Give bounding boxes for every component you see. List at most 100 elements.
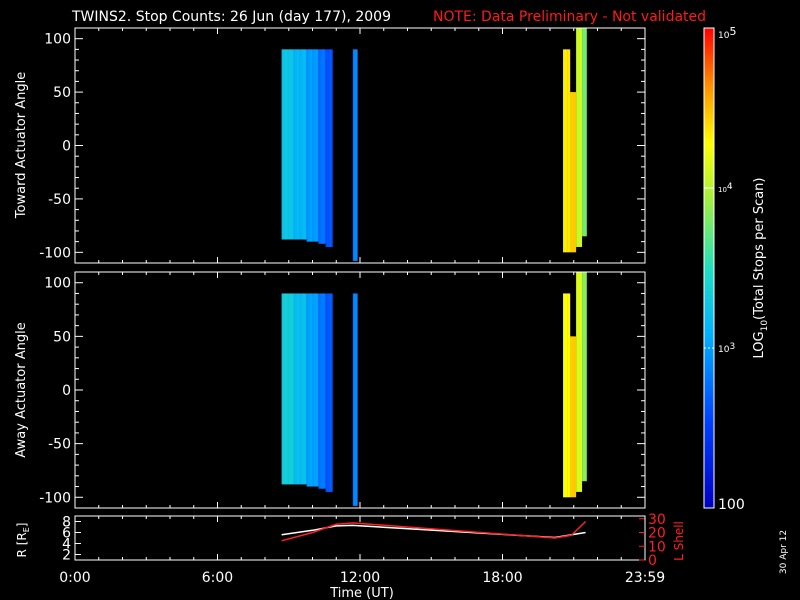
away-heat-stripe xyxy=(297,293,299,485)
toward-heat-stripe xyxy=(329,49,331,247)
date-stamp: 30 Apr 12 xyxy=(779,530,789,574)
away-heat-stripe xyxy=(295,293,297,485)
toward-heat-stripe xyxy=(320,49,322,244)
toward-heat-stripe xyxy=(354,49,356,261)
away-heat-stripe xyxy=(576,272,578,492)
toward-heat-stripe xyxy=(295,49,297,240)
away-heat-cell xyxy=(281,293,294,485)
toward-heat-stripe xyxy=(293,49,295,240)
toward-heat-stripe xyxy=(289,49,291,240)
toward-heat-cell xyxy=(325,49,333,247)
away-heat-stripe xyxy=(281,293,283,485)
orbit-left-ytick-label: 8 xyxy=(62,515,71,531)
away-heat-stripe xyxy=(308,293,310,487)
away-heat-stripe xyxy=(289,293,291,485)
toward-heat-stripe xyxy=(303,49,305,240)
away-heat-cell xyxy=(318,293,326,489)
away-heat-stripe xyxy=(354,293,356,506)
toward-heat-stripe xyxy=(285,49,287,240)
toward-heat-stripe xyxy=(308,49,310,242)
toward-ylabel: Toward Actuator Angle xyxy=(14,72,29,219)
toward-heat-stripe xyxy=(565,49,567,253)
away-heat-stripe xyxy=(318,293,320,489)
away-heat-stripe xyxy=(325,293,327,492)
toward-heat-cell xyxy=(306,49,319,242)
away-heat-stripe xyxy=(582,272,584,482)
toward-heat-stripe xyxy=(584,28,586,237)
away-ytick-label: -50 xyxy=(48,437,71,453)
away-heat-stripe xyxy=(320,293,322,489)
toward-heat-cell xyxy=(563,49,571,253)
colorbar-tick-low-base: 10 xyxy=(718,345,730,355)
toward-heat-stripe xyxy=(281,49,283,240)
away-ylabel: Away Actuator Angle xyxy=(14,322,29,457)
orbit-xtick-label: 23:59 xyxy=(625,570,665,586)
orbit-xlabel: Time (UT) xyxy=(329,586,394,600)
toward-heat-stripe xyxy=(312,49,314,242)
toward-heat-stripe xyxy=(306,49,308,242)
toward-heat-stripe xyxy=(301,49,303,240)
toward-heat-stripe xyxy=(570,92,572,253)
orbit-left-ytick-label: 6 xyxy=(62,526,71,542)
away-heat-stripe xyxy=(352,293,354,506)
orbit-left-ylabel: R [RE] xyxy=(15,523,31,558)
orbit-xtick-label: 12:00 xyxy=(340,570,380,586)
orbit-left-ylabel-close: ] xyxy=(15,523,29,528)
away-plot-area xyxy=(75,272,645,508)
orbit-left-ylabel-main: R [R xyxy=(15,532,29,557)
away-ytick-label: 50 xyxy=(53,329,71,345)
orbit-left-ylabel-sub: E xyxy=(22,527,31,532)
toward-plot-area xyxy=(75,28,645,263)
away-heat-stripe xyxy=(322,293,324,489)
away-heat-stripe xyxy=(310,293,312,487)
toward-heat-stripe xyxy=(299,49,301,240)
orbit-lshell-line xyxy=(281,520,587,542)
toward-heat-stripe xyxy=(318,49,320,244)
away-heat-stripe xyxy=(329,293,331,492)
orbit-xtick-label: 6:00 xyxy=(202,570,233,586)
orbit-xtick-label: 18:00 xyxy=(482,570,522,586)
away-heat-cell xyxy=(306,293,319,487)
toward-ytick-label: 0 xyxy=(62,139,71,155)
away-heat-stripe xyxy=(312,293,314,487)
colorbar-label-main: LOG xyxy=(752,331,767,358)
away-ytick-label: 100 xyxy=(44,276,71,292)
toward-ytick-label: -50 xyxy=(48,192,71,208)
toward-heat-stripe xyxy=(327,49,329,247)
away-heat-stripe xyxy=(299,293,301,485)
colorbar-label: LOG10(Total Stops per Scan) xyxy=(752,178,770,359)
toward-heat-stripe xyxy=(325,49,327,247)
away-heat-stripe xyxy=(303,293,305,485)
orbit-right-ylabel: L Shell xyxy=(672,521,686,561)
orbit-xtick-label: 0:00 xyxy=(59,570,90,586)
colorbar-tick-max: 105 xyxy=(718,25,736,41)
away-ytick-label: 0 xyxy=(62,383,71,399)
toward-ytick-label: 100 xyxy=(44,32,71,48)
away-heat-stripe xyxy=(572,336,574,498)
colorbar-tick-mid-exp: 4 xyxy=(727,182,733,192)
away-heat-stripe xyxy=(327,293,329,492)
toward-heat-stripe xyxy=(582,28,584,237)
orbit-right-ytick-label: 0 xyxy=(648,553,657,569)
figure-title: TWINS2. Stop Counts: 26 Jun (day 177), 2… xyxy=(71,9,391,25)
away-heat-stripe xyxy=(565,293,567,498)
away-heat-cell xyxy=(563,293,571,498)
away-heat-stripe xyxy=(306,293,308,487)
colorbar-tick-mid-base: 10 xyxy=(718,186,727,194)
toward-heat-stripe xyxy=(576,28,578,247)
away-heat-stripe xyxy=(563,293,565,498)
toward-heat-stripe xyxy=(314,49,316,242)
away-heat-stripe xyxy=(567,293,569,498)
away-heat-stripe xyxy=(570,336,572,498)
away-heat-stripe xyxy=(301,293,303,485)
orbit-left-ytick-label: 2 xyxy=(62,548,71,564)
orbit-right-ytick-label: 20 xyxy=(648,526,666,542)
away-heat-stripe xyxy=(584,272,586,482)
colorbar xyxy=(703,27,715,509)
toward-heat-stripe xyxy=(287,49,289,240)
colorbar-tick-min: 100 xyxy=(718,497,745,513)
orbit-right-ytick-label: 30 xyxy=(648,512,666,528)
toward-heat-stripe xyxy=(563,49,565,253)
away-heat-stripe xyxy=(283,293,285,485)
